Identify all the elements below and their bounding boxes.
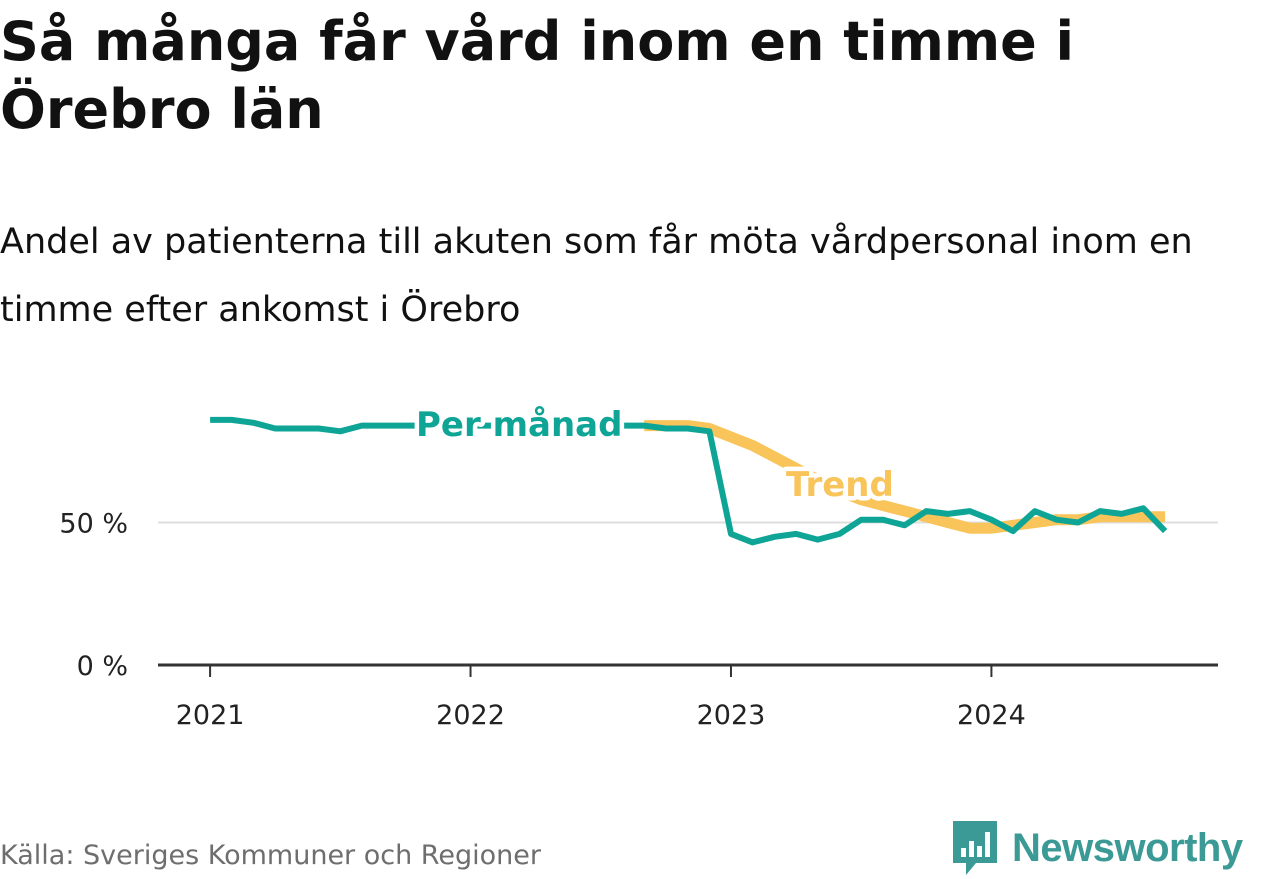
x-tick-label: 2021 [176,700,245,731]
x-tick-label: 2022 [436,700,505,731]
trend-series-label: Trend [786,465,894,505]
y-tick-label: 0 % [77,651,128,682]
monthly-series-label-halo: Per månad [416,405,622,445]
chart-subtitle: Andel av patienterna till akuten som får… [0,222,1193,330]
monthly-series-label: Per månad [416,405,622,445]
brand-name: Newsworthy [1012,825,1243,870]
series-layer [210,416,1168,546]
trend-series-label-halo: Trend [786,465,894,505]
chart-title: Så många får vård inom en timme i Örebro… [0,10,1075,141]
x-tick-label: 2024 [957,700,1026,731]
x-axis: 2021 2022 2023 2024 [158,663,1218,731]
y-tick-label: 50 % [59,509,128,540]
grid-layer: 0 % 50 % [59,509,1218,682]
bar-chart-speech-bubble-icon [953,821,997,875]
brand-logo: Newsworthy [950,818,1243,878]
monthly-series-line [210,416,1168,546]
x-tick-label: 2023 [697,700,766,731]
source-note: Källa: Sveriges Kommuner och Regioner [0,840,541,871]
trend-series-line [644,420,1166,534]
